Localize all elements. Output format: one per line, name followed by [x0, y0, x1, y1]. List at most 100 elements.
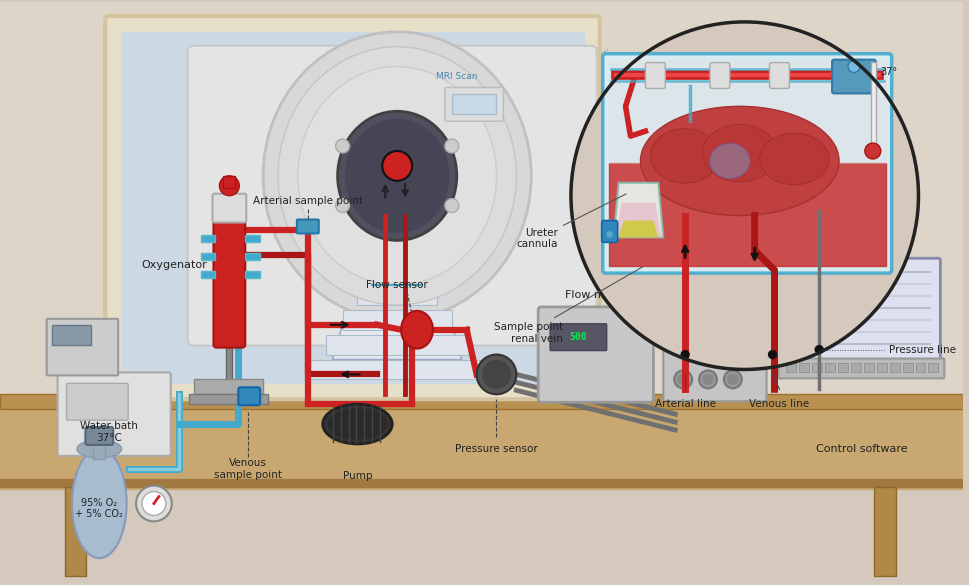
Bar	[873, 487, 894, 576]
Bar	[201, 253, 215, 260]
FancyBboxPatch shape	[297, 219, 319, 233]
Text: Arterial line: Arterial line	[654, 399, 715, 410]
Bar	[927, 363, 937, 373]
Bar	[51, 325, 91, 345]
Ellipse shape	[328, 409, 386, 439]
Ellipse shape	[337, 111, 456, 240]
Bar	[0, 479, 962, 487]
Bar	[452, 94, 496, 114]
Text: 500: 500	[569, 332, 586, 342]
Bar	[213, 389, 245, 397]
Ellipse shape	[650, 129, 719, 183]
Circle shape	[136, 486, 172, 521]
Text: Sample point
renal vein: Sample point renal vein	[493, 267, 642, 343]
Text: Flow meter: Flow meter	[564, 290, 626, 300]
Bar	[188, 394, 267, 404]
Bar	[609, 60, 885, 163]
Bar	[0, 409, 962, 488]
Circle shape	[219, 176, 239, 196]
Text: Oxygenator: Oxygenator	[141, 260, 206, 270]
Bar	[245, 253, 260, 260]
Circle shape	[445, 139, 458, 153]
Circle shape	[382, 151, 412, 181]
Circle shape	[483, 360, 510, 388]
Text: Venous
sample point: Venous sample point	[214, 458, 282, 480]
Ellipse shape	[640, 106, 838, 215]
Text: 37°: 37°	[880, 67, 897, 77]
Bar	[326, 335, 469, 355]
Bar	[798, 363, 808, 373]
Bar	[93, 439, 106, 459]
FancyBboxPatch shape	[213, 212, 245, 347]
Circle shape	[723, 370, 741, 388]
Ellipse shape	[702, 124, 776, 182]
Circle shape	[571, 22, 918, 370]
Polygon shape	[613, 183, 663, 238]
FancyBboxPatch shape	[238, 387, 260, 405]
Circle shape	[476, 355, 516, 394]
Bar	[870, 61, 875, 151]
Bar	[609, 163, 885, 266]
Bar	[0, 2, 962, 394]
Bar	[226, 340, 233, 394]
Bar	[889, 363, 898, 373]
Circle shape	[445, 199, 458, 212]
Text: MRI Scan: MRI Scan	[435, 72, 477, 81]
Circle shape	[673, 370, 692, 388]
Ellipse shape	[382, 152, 412, 180]
Text: Control box: Control box	[682, 300, 746, 310]
Bar	[902, 363, 912, 373]
FancyBboxPatch shape	[601, 221, 617, 242]
Bar	[194, 380, 263, 394]
Bar	[342, 310, 452, 330]
Text: Arterial sample point: Arterial sample point	[253, 195, 362, 206]
Ellipse shape	[709, 143, 749, 178]
Bar	[223, 176, 235, 188]
FancyBboxPatch shape	[663, 318, 766, 401]
FancyBboxPatch shape	[778, 359, 944, 378]
Bar	[201, 235, 215, 242]
Bar	[307, 360, 486, 380]
Bar	[811, 363, 822, 373]
Ellipse shape	[345, 119, 449, 233]
Bar	[876, 363, 886, 373]
Circle shape	[727, 374, 737, 384]
Ellipse shape	[297, 67, 496, 285]
Circle shape	[864, 143, 880, 159]
Circle shape	[703, 374, 712, 384]
Bar	[915, 363, 924, 373]
Circle shape	[605, 230, 613, 238]
Text: 95% O₂
+ 5% CO₂: 95% O₂ + 5% CO₂	[76, 498, 123, 519]
FancyBboxPatch shape	[782, 258, 939, 362]
Ellipse shape	[77, 440, 121, 458]
Text: Flow sensor: Flow sensor	[366, 280, 427, 290]
Polygon shape	[332, 235, 461, 360]
Text: Pressure sensor: Pressure sensor	[454, 444, 537, 454]
Text: Pump: Pump	[342, 471, 372, 481]
Ellipse shape	[278, 47, 516, 305]
FancyBboxPatch shape	[831, 60, 875, 94]
FancyBboxPatch shape	[85, 427, 113, 445]
Bar	[850, 363, 860, 373]
Bar	[245, 235, 260, 242]
Text: Pressure line: Pressure line	[888, 345, 954, 355]
FancyBboxPatch shape	[602, 54, 891, 273]
FancyBboxPatch shape	[187, 46, 596, 346]
Ellipse shape	[401, 311, 432, 349]
Circle shape	[680, 350, 688, 359]
Text: Ureter
cannula: Ureter cannula	[516, 194, 625, 249]
Circle shape	[814, 346, 823, 353]
Bar	[121, 32, 583, 383]
FancyBboxPatch shape	[47, 319, 118, 376]
Bar	[245, 271, 260, 278]
FancyBboxPatch shape	[212, 194, 246, 222]
Bar	[358, 285, 436, 305]
Circle shape	[335, 199, 349, 212]
FancyBboxPatch shape	[768, 63, 789, 88]
Text: Water bath
37°C: Water bath 37°C	[80, 421, 138, 443]
FancyBboxPatch shape	[709, 63, 729, 88]
Bar	[0, 394, 962, 409]
FancyBboxPatch shape	[644, 63, 665, 88]
Bar	[786, 363, 796, 373]
Circle shape	[335, 139, 349, 153]
